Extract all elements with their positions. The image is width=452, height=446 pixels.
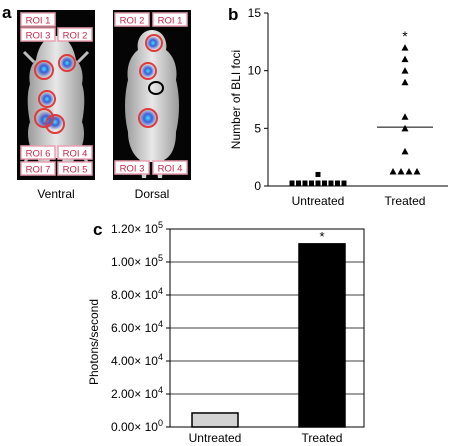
roi-label-v-7: ROI 7 [20,161,56,176]
panel-letter-b: b [228,5,238,24]
svg-text:ROI 4: ROI 4 [63,149,88,160]
svg-text:ROI 4: ROI 4 [158,164,183,175]
b-point-treated [401,78,409,86]
c-y-tick-label: 1.00× 105 [111,253,163,269]
caption-dorsal: Dorsal [135,187,170,201]
roi-label-d-2: ROI 2 [114,12,150,27]
c-annotation-star: * [319,229,324,244]
b-x-tick-label: Untreated [292,194,345,208]
roi-label-d-1: ROI 1 [152,12,188,27]
b-point-treated [401,124,409,132]
b-y-tick-label: 5 [254,121,261,135]
svg-text:ROI 3: ROI 3 [26,31,51,42]
b-point-treated [401,147,409,155]
chart-c: 0.00× 100 2.00× 104 4.00× 104 6.00× 104 8.00… [87,220,365,445]
b-point-untreated [296,180,301,186]
svg-text:ROI 2: ROI 2 [63,31,88,42]
panel-letter-a: a [2,3,12,22]
b-point-treated [401,113,409,120]
b-point-untreated [328,180,334,186]
c-y-tick-label: 6.00× 104 [111,319,163,335]
c-y-tick-label: 0.00× 100 [111,418,163,434]
c-bar-untreated [191,412,239,428]
c-y-tick-label: 1.20× 105 [111,220,163,236]
svg-text:ROI 2: ROI 2 [120,16,145,27]
chart-b: 0 5 10 15 Untreated Treated Number of BLI foci… [229,6,448,208]
svg-text:ROI 1: ROI 1 [158,16,183,27]
b-point-untreated [322,180,327,186]
b-point-treated [389,167,397,175]
b-y-tick-label: 0 [254,179,261,193]
b-annotation-star: * [402,28,408,44]
b-point-untreated [309,180,314,186]
b-point-untreated [315,180,321,186]
c-y-tick-label: 8.00× 104 [111,286,163,302]
roi-label-d-4: ROI 4 [152,160,188,175]
c-y-tick-label: 2.00× 104 [111,385,163,401]
c-x-tick-label: Untreated [189,431,242,445]
b-point-treated [401,44,409,51]
b-y-tick-label: 10 [248,64,262,78]
b-point-treated [413,167,421,175]
svg-text:ROI 6: ROI 6 [26,149,51,160]
roi-label-v-4: ROI 4 [57,145,93,160]
b-point-treated [401,67,409,74]
svg-text:ROI 5: ROI 5 [63,165,88,176]
panel-letter-c: c [93,220,102,239]
c-bar-treated [298,243,346,428]
roi-label-d-3: ROI 3 [114,160,150,175]
b-point-untreated [341,180,347,186]
roi-label-v-6: ROI 6 [20,145,56,160]
roi-label-v-5: ROI 5 [57,161,93,176]
b-y-tick-label: 15 [248,6,262,20]
b-point-untreated [289,180,295,186]
b-point-untreated [302,180,308,186]
svg-text:ROI 7: ROI 7 [26,165,51,176]
roi-label-v-2: ROI 2 [57,27,93,42]
b-point-treated [401,55,409,63]
b-point-untreated [315,171,321,177]
c-x-tick-label: Treated [302,431,343,445]
dorsal-mouse-image [113,10,191,180]
b-y-axis-label: Number of BLI foci [229,50,243,149]
b-x-tick-label: Treated [385,194,426,208]
b-point-treated [397,167,405,175]
b-point-untreated [335,180,340,186]
b-point-treated [405,167,413,175]
c-y-axis-label: Photons/second [87,299,101,385]
caption-ventral: Ventral [37,187,74,201]
svg-text:ROI 1: ROI 1 [26,16,51,27]
c-y-tick-label: 4.00× 104 [111,352,163,368]
roi-label-v-3: ROI 3 [20,27,56,42]
roi-label-v-1: ROI 1 [20,12,56,27]
svg-text:ROI 3: ROI 3 [120,164,145,175]
